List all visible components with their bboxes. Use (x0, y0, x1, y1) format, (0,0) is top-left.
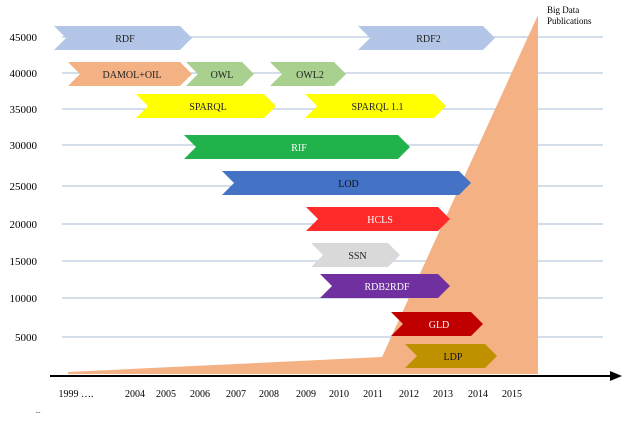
timeline-bar-owl2: OWL2 (270, 62, 346, 86)
x-axis (50, 371, 622, 381)
y-tick-label: 25000 (10, 181, 38, 193)
y-axis-ticks: 5000 10000 15000 20000 25000 30000 35000 40000 4… (10, 32, 38, 344)
timeline-bar-lod: LOD (222, 171, 471, 195)
x-tick-label: 2010 (329, 389, 349, 400)
timeline-bar-label: GLD (429, 320, 450, 331)
timeline-bar-label: DAMOL+OIL (103, 70, 162, 81)
timeline-bar-rdf2: RDF2 (358, 26, 495, 50)
timeline-arrow-shape (186, 62, 254, 86)
x-tick-stub-label: ... (35, 407, 41, 415)
x-tick-label: 2013 (433, 389, 453, 400)
timeline-bar-rif: RIF (184, 135, 410, 159)
timeline-bar-rdb2rdf: RDB2RDF (320, 274, 450, 298)
timeline-arrow-shape (184, 135, 410, 159)
timeline-bar-label: OWL (211, 70, 234, 81)
timeline-bars: RDF RDF2 DAMOL+OIL OWL OWL2 SPARQL SPARQL 1.1 R… (54, 26, 497, 368)
timeline-bar-ssn: SSN (311, 243, 400, 267)
x-tick-label: 2009 (296, 389, 316, 400)
timeline-arrow-shape (222, 171, 471, 195)
y-tick-label: 5000 (15, 332, 38, 344)
timeline-arrow-shape (320, 274, 450, 298)
y-tick-label: 15000 (10, 256, 38, 268)
timeline-arrow-shape (136, 94, 276, 118)
timeline-bar-label: SPARQL 1.1 (351, 102, 403, 113)
x-tick-label: 2011 (363, 389, 383, 400)
timeline-bar-label: OWL2 (296, 70, 324, 81)
timeline-bar-label: RIF (291, 143, 307, 154)
timeline-bar-sparql-1-1: SPARQL 1.1 (305, 94, 446, 118)
x-tick-label: 2005 (156, 389, 176, 400)
timeline-arrow-shape (358, 26, 495, 50)
y-tick-label: 20000 (10, 219, 38, 231)
y-tick-label: 30000 (10, 140, 38, 152)
timeline-bar-label: HCLS (367, 215, 393, 226)
timeline-bar-label: LDP (444, 352, 463, 363)
timeline-bar-label: RDF2 (416, 34, 440, 45)
timeline-bar-label: SPARQL (189, 102, 226, 113)
timeline-arrow-shape (405, 344, 497, 368)
x-tick-label: 2008 (259, 389, 279, 400)
timeline-bar-damol-oil: DAMOL+OIL (68, 62, 192, 86)
x-tick-label: 2015 (502, 389, 522, 400)
timeline-arrow-shape (270, 62, 346, 86)
timeline-bar-rdf: RDF (54, 26, 192, 50)
timeline-bar-label: SSN (348, 251, 366, 262)
y-tick-label: 40000 (10, 68, 38, 80)
timeline-bar-label: RDB2RDF (364, 282, 409, 293)
series-label-line: Big Data (547, 5, 579, 15)
timeline-bar-gld: GLD (391, 312, 483, 336)
x-tick-label: 2012 (399, 389, 419, 400)
x-axis-arrowhead (610, 371, 622, 381)
timeline-arrow-shape (305, 94, 446, 118)
series-label-line: Publications (547, 16, 592, 26)
timeline-arrow-shape (54, 26, 192, 50)
y-tick-label: 45000 (10, 32, 38, 44)
y-tick-label: 35000 (10, 104, 38, 116)
x-axis-ticks: 1999 …. 2004 2005 2006 2007 2008 2009 2010 2011 2… (35, 389, 522, 415)
timeline-arrow-shape (68, 62, 192, 86)
y-tick-label: 10000 (10, 293, 38, 305)
timeline-bar-hcls: HCLS (306, 207, 450, 231)
timeline-bar-owl: OWL (186, 62, 254, 86)
timeline-arrow-shape (311, 243, 400, 267)
x-tick-label: 2014 (468, 389, 488, 400)
timeline-bar-ldp: LDP (405, 344, 497, 368)
timeline-arrow-shape (391, 312, 483, 336)
timeline-arrow-shape (306, 207, 450, 231)
timeline-bar-label: LOD (338, 179, 359, 190)
timeline-bar-label: RDF (115, 34, 135, 45)
x-tick-label: 1999 …. (59, 389, 94, 400)
x-tick-label: 2006 (190, 389, 210, 400)
x-tick-label: 2007 (226, 389, 246, 400)
timeline-bar-sparql: SPARQL (136, 94, 276, 118)
x-tick-label: 2004 (125, 389, 145, 400)
